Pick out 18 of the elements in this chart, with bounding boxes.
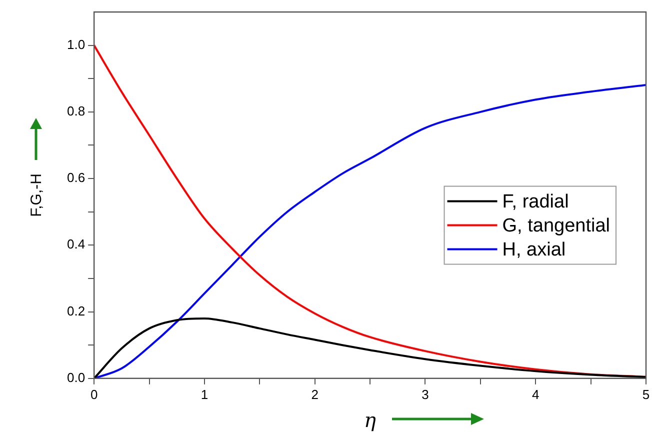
x-axis-title: η [364,408,376,432]
y-tick-label: 0.4 [66,236,86,252]
y-tick-label: 0.2 [66,303,86,318]
y-axis-title: F,G,-H [28,174,46,217]
x-tick-label: 0 [90,386,98,402]
x-tick-label: 2 [311,386,318,402]
x-tick-label: 5 [642,386,650,402]
legend-label: G, tangential [502,215,610,236]
y-tick-label: 0.6 [66,170,86,186]
line-series [94,317,646,378]
y-tick-label: 1.0 [66,36,86,52]
y-tick-label: 0.8 [66,104,86,119]
x-tick-label: 4 [532,386,540,402]
legend-label: F, radial [502,191,569,212]
x-tick-label: 3 [422,386,429,402]
legend-label: H, axial [502,239,566,260]
y-tick-label: 0.0 [66,370,86,385]
x-tick-label: 1 [200,386,208,402]
